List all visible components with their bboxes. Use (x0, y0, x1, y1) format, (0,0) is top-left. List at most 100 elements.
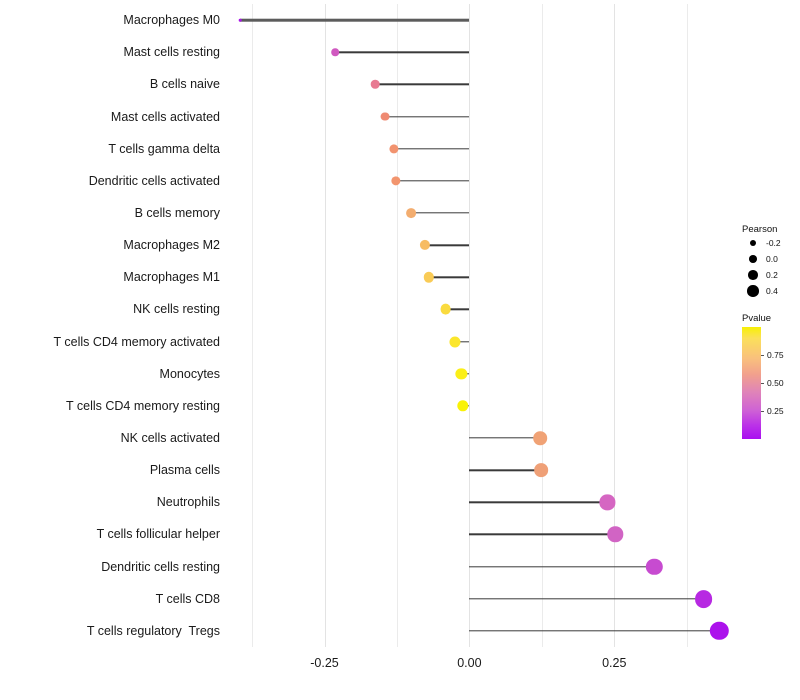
lollipop-point[interactable] (331, 48, 339, 57)
colorbar-tick-mark-icon (761, 355, 764, 357)
y-axis-labels: Macrophages M0 Mast cells resting B cells … (0, 4, 221, 647)
lollipop-stem (469, 630, 720, 632)
pvalue-color-legend: Pvalue 0.75 0.50 0.25 (742, 313, 800, 439)
lollipop-stem (374, 83, 470, 86)
pvalue-legend-title: Pvalue (742, 313, 772, 324)
pearson-size-legend: Pearson -0.2 0.0 0.2 0.4 (742, 224, 800, 299)
lollipop-stem (428, 276, 470, 278)
lollipop-point[interactable] (406, 208, 417, 218)
y-axis-label: Monocytes (159, 366, 220, 381)
lollipop-stem (445, 308, 470, 311)
lollipop-point[interactable] (599, 494, 615, 510)
x-axis-tick-label: -0.25 (310, 656, 339, 670)
legend-dot-icon (750, 240, 756, 246)
pearson-legend-label: 0.2 (766, 270, 778, 280)
y-axis-label: Mast cells resting (123, 44, 220, 59)
plot-area (226, 4, 736, 647)
lollipop-stem (469, 501, 608, 504)
y-axis-label: Macrophages M2 (123, 237, 220, 252)
colorbar-tick-text: 0.75 (767, 350, 784, 360)
lollipop-stem (469, 533, 616, 536)
pearson-legend-row: 0.2 (742, 267, 800, 283)
lollipop-point[interactable] (419, 240, 430, 251)
y-axis-label: Neutrophils (156, 495, 220, 510)
pearson-legend-marker (742, 270, 764, 280)
lollipop-point[interactable] (391, 176, 401, 186)
pearson-legend-label: 0.4 (766, 286, 778, 296)
y-axis-label: Dendritic cells activated (88, 173, 220, 188)
colorbar-tick-label: 0.75 (761, 350, 784, 360)
gridline-minor (396, 4, 398, 647)
lollipop-stem (385, 115, 470, 118)
pearson-legend-label: 0.0 (766, 254, 778, 264)
y-axis-label: T cells gamma delta (108, 141, 220, 156)
lollipop-stem (469, 598, 704, 600)
y-axis-label: T cells CD4 memory activated (53, 334, 221, 349)
y-axis-label: Macrophages M1 (123, 270, 220, 285)
colorbar-tick-mark-icon (761, 383, 764, 385)
pearson-legend-marker (742, 255, 764, 263)
lollipop-point[interactable] (370, 80, 380, 89)
y-axis-label: Dendritic cells resting (101, 559, 220, 574)
pearson-legend-keys: -0.2 0.0 0.2 0.4 (742, 235, 800, 299)
lollipop-stem (334, 51, 470, 53)
y-axis-label: T cells follicular helper (96, 527, 220, 542)
lollipop-stem (454, 340, 470, 343)
lollipop-point[interactable] (646, 558, 663, 575)
pearson-legend-label: -0.2 (766, 238, 781, 248)
lollipop-stem (394, 147, 470, 150)
pvalue-colorbar (742, 327, 761, 439)
x-axis-tick-label: 0.00 (457, 656, 482, 670)
gridline-minor (252, 4, 254, 647)
y-axis-label: T cells CD4 memory resting (66, 398, 220, 413)
colorbar-ticks: 0.75 0.50 0.25 (761, 327, 797, 439)
y-axis-label: T cells CD8 (155, 591, 220, 606)
colorbar-tick-text: 0.50 (767, 378, 784, 388)
pearson-legend-marker (742, 285, 764, 297)
gridline-major (469, 4, 471, 647)
y-axis-label: NK cells activated (120, 430, 220, 445)
y-axis-label: B cells naive (149, 77, 220, 92)
colorbar-wrap: 0.75 0.50 0.25 (742, 327, 800, 439)
lollipop-point[interactable] (423, 272, 435, 283)
lollipop-point[interactable] (440, 304, 452, 315)
pearson-legend-row: -0.2 (742, 235, 800, 251)
gridline-minor (541, 4, 543, 647)
lollipop-point[interactable] (389, 144, 399, 154)
colorbar-tick-label: 0.50 (761, 378, 784, 388)
y-axis-label: Mast cells activated (110, 109, 220, 124)
legend-dot-icon (748, 270, 758, 280)
y-axis-label: T cells regulatory Tregs (86, 623, 220, 638)
pearson-legend-row: 0.0 (742, 251, 800, 267)
y-axis-label: Plasma cells (149, 462, 220, 477)
pearson-legend-marker (742, 240, 764, 246)
gridline-major (614, 4, 616, 647)
pearson-legend-title: Pearson (742, 224, 778, 235)
lollipop-point[interactable] (457, 400, 469, 412)
lollipop-point[interactable] (455, 368, 467, 380)
lollipop-point[interactable] (607, 526, 624, 543)
colorbar-tick-text: 0.25 (767, 406, 784, 416)
gridline-minor (686, 4, 688, 647)
lollipop-point[interactable] (709, 621, 729, 641)
y-axis-label: NK cells resting (133, 302, 220, 317)
lollipop-point[interactable] (534, 463, 549, 478)
pearson-legend-row: 0.4 (742, 283, 800, 299)
legend-dot-icon (749, 255, 757, 263)
lollipop-point[interactable] (694, 589, 713, 608)
lollipop-point[interactable] (449, 336, 461, 348)
lollipop-point[interactable] (533, 431, 547, 445)
lollipop-stem (424, 244, 470, 246)
lollipop-stem (239, 18, 470, 22)
lollipop-stem (469, 565, 655, 568)
colorbar-tick-label: 0.25 (761, 406, 784, 416)
x-axis-ticks: -0.25 0.00 0.25 (226, 648, 736, 678)
legend-area: Pearson -0.2 0.0 0.2 0.4 Pvalue 0.75 0.50 0.2… (742, 224, 800, 464)
y-axis-label: B cells memory (134, 205, 220, 220)
y-axis-label: Macrophages M0 (123, 12, 220, 27)
x-axis-tick-label: 0.25 (602, 656, 627, 670)
lollipop-point[interactable] (238, 18, 242, 22)
lollipop-point[interactable] (380, 112, 390, 121)
gridline-major (324, 4, 326, 647)
